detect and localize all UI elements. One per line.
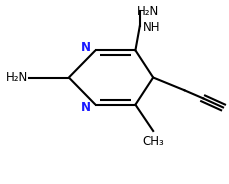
Text: NH: NH bbox=[143, 21, 160, 34]
Text: CH₃: CH₃ bbox=[142, 135, 163, 148]
Text: H₂N: H₂N bbox=[5, 71, 28, 84]
Text: H₂N: H₂N bbox=[136, 5, 158, 18]
Text: N: N bbox=[81, 101, 91, 114]
Text: N: N bbox=[81, 41, 91, 54]
